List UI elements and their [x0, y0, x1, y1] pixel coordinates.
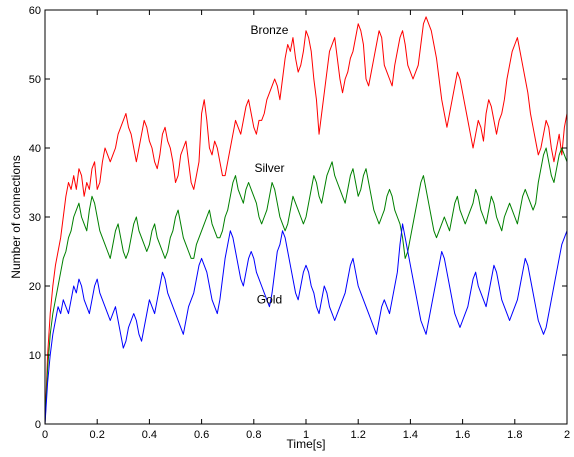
series-group	[44, 16, 568, 425]
series-annotations: Bronze Silver Gold	[250, 23, 288, 306]
x-tick-label: 1.2	[351, 429, 366, 441]
x-axis-label: Time[s]	[287, 437, 326, 451]
x-tick-label: 1.6	[455, 429, 470, 441]
x-tick-label: 0	[42, 429, 48, 441]
y-axis-ticks: 0 10 20 30 40 50 60	[29, 5, 567, 431]
series-label-bronze: Bronze	[250, 23, 288, 37]
series-line-1	[44, 147, 568, 425]
x-tick-label: 2	[564, 429, 570, 441]
x-tick-label: 1	[303, 429, 309, 441]
y-tick-label: 10	[29, 350, 41, 362]
y-tick-label: 0	[35, 419, 41, 431]
series-line-2	[44, 223, 568, 425]
x-tick-label: 1.4	[403, 429, 418, 441]
x-tick-label: 0.8	[246, 429, 261, 441]
y-tick-label: 50	[29, 74, 41, 86]
series-line-0	[44, 16, 568, 425]
y-tick-label: 30	[29, 212, 41, 224]
series-label-gold: Gold	[257, 292, 282, 306]
y-tick-label: 20	[29, 281, 41, 293]
series-label-silver: Silver	[254, 161, 284, 175]
y-tick-label: 60	[29, 5, 41, 17]
x-tick-label: 0.4	[142, 429, 157, 441]
x-tick-label: 0.2	[90, 429, 105, 441]
y-axis-label: Number of connections	[9, 155, 23, 278]
x-tick-label: 0.6	[194, 429, 209, 441]
y-tick-label: 40	[29, 143, 41, 155]
x-tick-label: 1.8	[507, 429, 522, 441]
x-axis-ticks: 0 0.2 0.4 0.6 0.8 1 1.2 1.4 1.6 1.8 2	[42, 10, 570, 441]
